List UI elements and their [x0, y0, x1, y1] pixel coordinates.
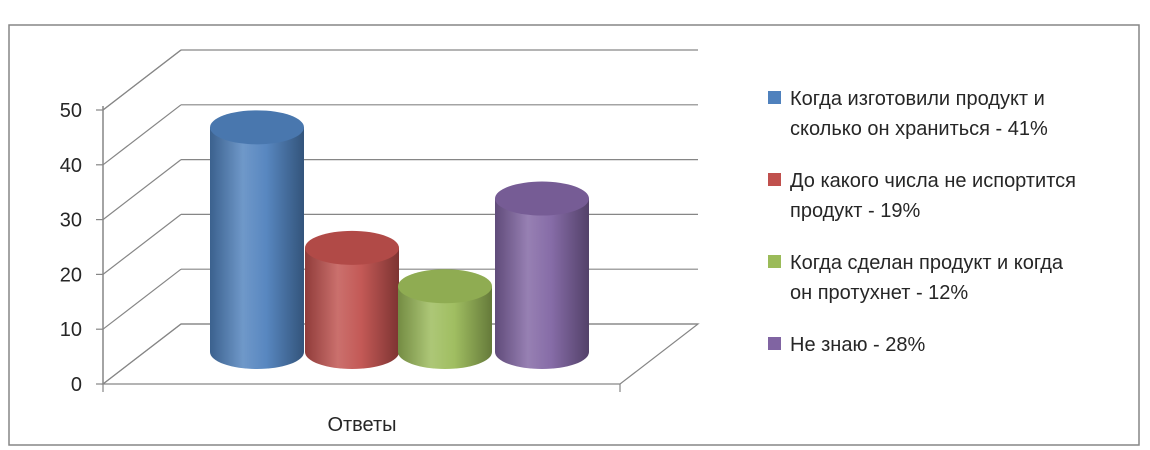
legend-label: Не знаю - 28%: [790, 334, 925, 356]
legend-swatch: [768, 255, 781, 268]
y-tick-label: 30: [60, 210, 82, 232]
legend-label: продукт - 19%: [790, 200, 920, 222]
y-tick-label: 0: [71, 374, 82, 396]
legend-label: Когда изготовили продукт и: [790, 88, 1045, 110]
legend-label: До какого числа не испортится: [790, 170, 1076, 192]
bar-body: [210, 127, 304, 369]
bar-top: [210, 110, 304, 145]
legend: Когда изготовили продукт и сколько он хра…: [768, 88, 1076, 356]
category-labels: Ответы: [327, 414, 396, 436]
bar-cylinder: [305, 230, 399, 369]
legend-swatch: [768, 173, 781, 186]
bar-cylinder: [495, 181, 589, 369]
legend-label: он протухнет - 12%: [790, 282, 968, 304]
y-tick-label: 50: [60, 100, 82, 122]
bar-body: [305, 247, 399, 369]
bar-cylinder: [210, 110, 304, 369]
side-gridline: [102, 104, 182, 166]
legend-item: До какого числа не испортится продукт - 1…: [768, 170, 1076, 222]
legend-swatch: [768, 337, 781, 350]
bar-top: [398, 269, 492, 304]
side-gridline: [102, 213, 182, 275]
bar-top: [495, 181, 589, 216]
y-tick-label: 40: [60, 155, 82, 177]
floor: [101, 323, 700, 385]
y-tick-label: 10: [60, 319, 82, 341]
side-gridline: [102, 159, 182, 221]
legend-swatch: [768, 91, 781, 104]
legend-label: сколько он храниться - 41%: [790, 118, 1048, 140]
legend-item: Когда сделан продукт и когда он протухнет…: [768, 252, 1064, 304]
bar-body: [495, 198, 589, 369]
bar-top: [305, 230, 399, 265]
bars: [210, 110, 589, 369]
legend-item: Не знаю - 28%: [768, 334, 925, 356]
y-tick-label: 20: [60, 264, 82, 286]
side-gridline: [102, 49, 182, 111]
legend-item: Когда изготовили продукт и сколько он хра…: [768, 88, 1048, 140]
legend-label: Когда сделан продукт и когда: [790, 252, 1064, 274]
y-tick-labels: 0 10 20 30 40 50: [60, 100, 82, 396]
bar-cylinder: [398, 269, 492, 369]
side-gridline: [102, 268, 182, 330]
bar-body: [398, 286, 492, 369]
category-label: Ответы: [327, 414, 396, 436]
axes: [96, 106, 700, 392]
